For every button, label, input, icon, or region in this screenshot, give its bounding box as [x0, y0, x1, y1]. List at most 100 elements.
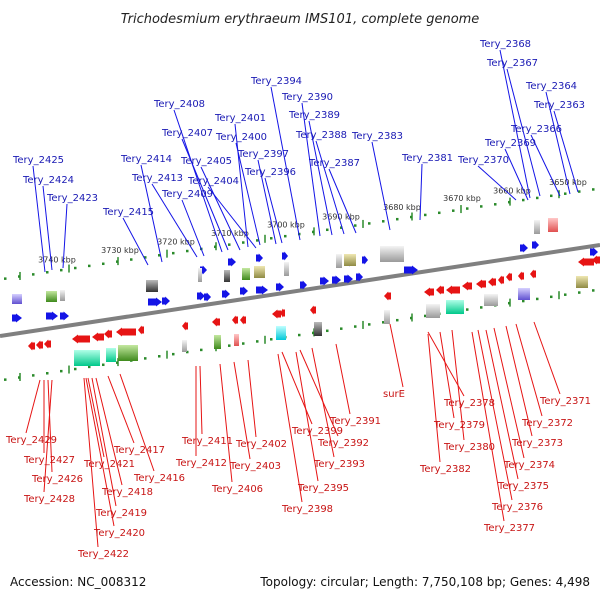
gene-label: Tery_2404 [187, 176, 239, 187]
forward-gene-arrow [60, 311, 69, 321]
track-dot [354, 224, 357, 227]
track-dot [284, 234, 287, 238]
gene-label: Tery_2377 [483, 523, 535, 534]
gene-label: Tery_2378 [443, 398, 495, 409]
genome-backbone [0, 243, 600, 338]
leader-line [62, 203, 68, 269]
kbp-tick-label: 3710 kbp [211, 229, 249, 238]
leader-line [299, 349, 339, 437]
gene-block [12, 294, 22, 304]
gene-label: Tery_2392 [317, 438, 369, 449]
track-dot [32, 374, 35, 377]
gene-label: Tery_2423 [46, 193, 98, 204]
gene-label: Tery_2424 [22, 175, 74, 186]
track-dot [340, 327, 343, 330]
reverse-gene-arrow [212, 317, 220, 327]
gene-label: Tery_2388 [295, 130, 347, 141]
track-dot [74, 266, 77, 270]
gene-block [336, 254, 342, 268]
track-dot [4, 378, 7, 381]
track-dot [60, 268, 63, 272]
gene-label: Tery_2412 [175, 458, 227, 469]
reverse-gene-arrow [446, 285, 460, 295]
gene-label: Tery_2429 [5, 435, 57, 446]
gene-label: Tery_2367 [486, 58, 538, 69]
leader-line [107, 375, 135, 444]
forward-gene-arrow [282, 251, 288, 261]
leader-line [200, 166, 241, 251]
gene-block [234, 334, 239, 346]
reverse-gene-arrow [530, 269, 536, 279]
gene-label: Tery_2415 [102, 207, 154, 218]
gene-label: Tery_2425 [12, 155, 64, 166]
track-dot [172, 251, 175, 255]
forward-gene-arrow [256, 285, 268, 295]
gene-block [198, 268, 202, 282]
track-dot [46, 372, 49, 375]
leader-line [419, 163, 423, 221]
gene-label: Tery_2405 [180, 156, 232, 167]
kbp-tick-label: 3700 kbp [267, 221, 305, 230]
track-dot [326, 228, 329, 232]
forward-gene-arrow [590, 247, 598, 257]
gene-label: Tery_2372 [521, 418, 573, 429]
backbone-layer: 3740 kbp 3730 kbp 3720 kbp 3710 kbp 3700 kbp… [0, 178, 600, 381]
gene-block [576, 276, 588, 288]
leader-line [477, 329, 513, 501]
kbp-tick-label: 3730 kbp [101, 246, 139, 255]
forward-gene-arrow [222, 289, 230, 299]
leader-line [427, 333, 441, 463]
gene-label: Tery_2418 [101, 487, 153, 498]
gene-block [60, 290, 65, 301]
forward-gene-arrow [362, 255, 368, 265]
track-dot [102, 262, 105, 266]
leader-line [553, 110, 579, 193]
track-dot [242, 342, 245, 345]
track-dot [46, 271, 49, 274]
track-dot [200, 348, 203, 352]
gene-block [118, 345, 138, 361]
forward-gene-arrow [276, 282, 284, 292]
track-dot [578, 190, 581, 193]
forward-gene-arrow [46, 311, 58, 321]
reverse-gene-arrow [36, 340, 43, 350]
leader-line [315, 140, 345, 235]
leader-line [87, 377, 105, 458]
leader-line [439, 331, 455, 419]
gene-label: Tery_2380 [443, 442, 495, 453]
kbp-tick-label: 3680 kbp [383, 203, 421, 212]
leader-line [530, 134, 561, 197]
track-dot [130, 258, 133, 261]
leader-line [181, 199, 205, 257]
forward-gene-arrow [344, 274, 353, 284]
track-dot [88, 264, 91, 268]
map-title: Trichodesmium erythraeum IMS101, complet… [121, 12, 480, 27]
gene-label: Tery_2393 [313, 459, 365, 470]
leader-line [47, 379, 53, 473]
leader-line [504, 148, 529, 201]
gene-label: Tery_2413 [131, 173, 183, 184]
track-dot [298, 333, 301, 337]
forward-gene-arrow [228, 257, 236, 267]
gene-label: Tery_2397 [237, 149, 289, 160]
gene-label: Tery_2402 [235, 439, 287, 450]
track-dot [74, 367, 77, 371]
gene-block [74, 350, 100, 366]
leader-line [281, 351, 313, 425]
leader-line [308, 120, 333, 236]
leader-line [42, 185, 53, 271]
forward-gene-arrow [148, 297, 162, 307]
leader-line [371, 141, 391, 231]
gene-label: Tery_2417 [113, 445, 165, 456]
track-dot [564, 293, 567, 296]
gene-layer [12, 218, 600, 366]
track-dot [158, 254, 161, 257]
leader-line [199, 365, 203, 435]
gene-label: Tery_2394 [250, 76, 302, 87]
track-dot [452, 209, 455, 212]
kbp-tick-label: 3720 kbp [157, 237, 195, 246]
leader-line [85, 377, 115, 527]
track-dot [242, 241, 245, 244]
gene-label: Tery_2396 [244, 167, 296, 178]
